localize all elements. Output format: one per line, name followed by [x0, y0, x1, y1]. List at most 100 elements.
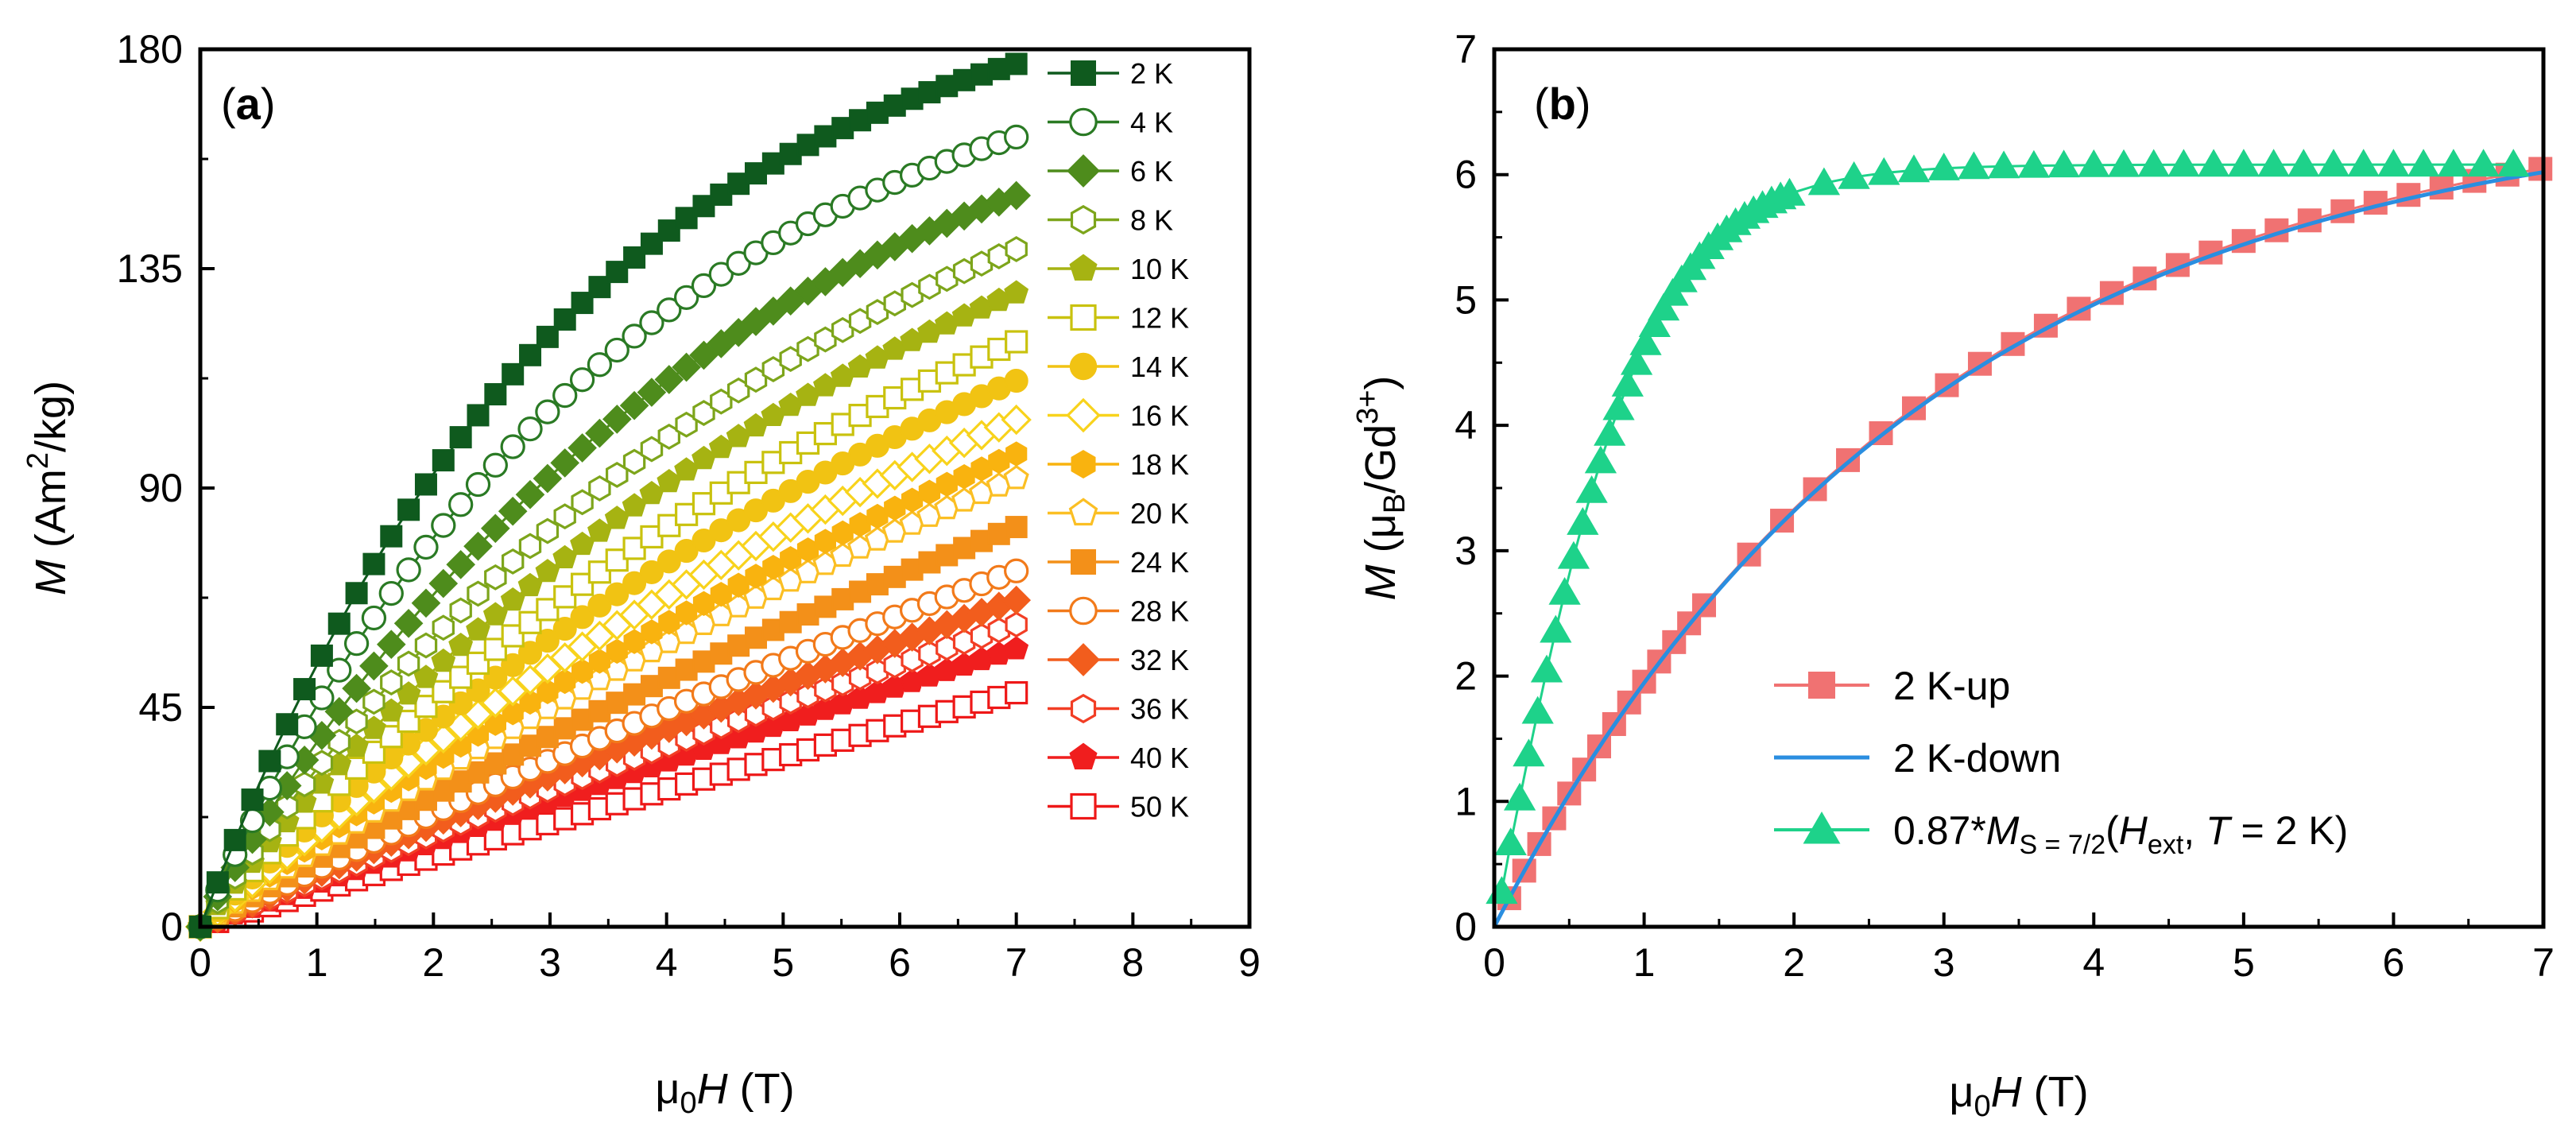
b-brillouin-point: [1868, 157, 1900, 185]
a-data-point: [449, 426, 472, 449]
a-data-point: [446, 549, 476, 579]
a-legend-marker: [1069, 107, 1098, 137]
b-brillouin-point: [1575, 475, 1608, 503]
a-data-point: [674, 539, 699, 564]
b-series-brillouin: [1486, 149, 2530, 905]
a-data-point: [605, 582, 629, 606]
a-data-point: [604, 337, 629, 363]
a-legend-marker: [1070, 304, 1097, 331]
b-brillouin-point: [1987, 150, 2020, 179]
a-data-point: [463, 531, 493, 561]
a-data-point: [498, 496, 528, 526]
a-legend-marker: [1070, 693, 1097, 724]
b-brillouin-point: [1594, 417, 1626, 446]
a-data-point: [327, 612, 351, 635]
b-brillouin-point: [2227, 149, 2260, 177]
a-data-point: [482, 452, 508, 478]
a-data-point: [1004, 558, 1029, 583]
a-data-point: [501, 548, 525, 575]
a-legend-label: 14 K: [1130, 351, 1189, 383]
a-series-4K: [188, 124, 1029, 939]
a-data-point: [639, 560, 664, 584]
a-data-point: [432, 614, 455, 641]
a-x-tick-label: 2: [422, 940, 444, 985]
a-data-point: [1001, 180, 1032, 211]
a-legend-marker: [1067, 643, 1100, 676]
a-legend-entry: 2 K: [1048, 57, 1173, 90]
a-data-point: [536, 598, 560, 622]
a-legend-label: 18 K: [1130, 448, 1189, 481]
b-up-line: [1501, 168, 2536, 913]
b-brillouin-point: [2497, 149, 2530, 177]
a-x-tick-label: 3: [539, 940, 561, 985]
a-data-point: [535, 559, 560, 583]
b-brillouin-point: [2167, 149, 2200, 177]
a-data-point: [484, 383, 507, 406]
b-brillouin-point: [2017, 149, 2051, 178]
a-legend-label: 28 K: [1130, 595, 1189, 628]
a-data-point: [428, 568, 459, 599]
b-x-tick-label: 4: [2082, 940, 2105, 985]
b-y-tick-label: 2: [1455, 654, 1477, 699]
a-data-point: [501, 653, 525, 677]
b-y-tick-label: 1: [1455, 779, 1477, 823]
b-panel-label: (b): [1534, 79, 1591, 129]
a-legend-label: 16 K: [1130, 400, 1189, 432]
a-data-point: [533, 463, 563, 494]
a-data-point: [654, 365, 684, 394]
b-legend-label: 2 K-down: [1893, 736, 2061, 781]
a-data-point: [587, 352, 613, 378]
a-data-point: [673, 285, 699, 310]
a-data-point: [535, 629, 560, 653]
a-legend-marker: [1070, 204, 1097, 235]
a-data-point: [324, 696, 354, 726]
b-x-tick-label: 5: [2233, 940, 2255, 985]
b-series-2K-up: [1497, 157, 2553, 913]
a-legend-label: 4 K: [1130, 107, 1173, 139]
a-data-point: [552, 617, 577, 641]
b-data-marks: [1486, 149, 2553, 928]
a-data-point: [361, 605, 387, 631]
a-data-point: [517, 572, 543, 597]
b-series-2K-down: [1492, 170, 2544, 928]
b-legend-entry-up: 2 K-up: [1774, 664, 2010, 708]
a-legend-marker: [1066, 397, 1101, 433]
a-data-point: [706, 329, 736, 358]
b-legend-label: 2 K-up: [1893, 664, 2010, 708]
b-brillouin-point: [1602, 392, 1635, 420]
b-brillouin-point: [1773, 177, 1806, 206]
b-brillouin-point: [1647, 292, 1680, 321]
b-x-tick-label: 6: [2383, 940, 2405, 985]
a-legend-label: 8 K: [1130, 204, 1173, 237]
a-data-point: [587, 593, 612, 618]
b-brillouin-point: [1521, 695, 1554, 724]
a-legend-entry: 12 K: [1048, 302, 1189, 335]
a-data-point: [502, 362, 525, 385]
a-legend-marker: [1068, 498, 1098, 526]
b-down-line: [1492, 170, 2544, 928]
a-data-point: [567, 433, 597, 463]
a-data-point: [449, 597, 472, 624]
a-data-point: [498, 676, 529, 707]
a-data-point: [657, 549, 681, 574]
a-data-point: [761, 152, 784, 175]
a-data-point: [432, 449, 455, 472]
b-y-tick-label: 0: [1455, 905, 1477, 949]
a-data-point: [515, 479, 545, 509]
b-legend-entry-down: 2 K-down: [1774, 736, 2061, 781]
b-brillouin-point: [1530, 654, 1563, 683]
b-y-tick-label: 3: [1455, 529, 1477, 573]
a-legend-entry: 50 K: [1048, 791, 1189, 823]
b-brillouin-point: [1927, 152, 1960, 180]
a-data-point: [380, 669, 403, 695]
a-series-8K: [188, 236, 1028, 940]
a-legend-label: 6 K: [1130, 155, 1173, 188]
a-data-point: [553, 585, 577, 609]
a-data-point: [414, 632, 438, 659]
a-legend-label: 40 K: [1130, 742, 1189, 774]
a-data-point: [552, 382, 578, 409]
b-brillouin-point: [1629, 327, 1662, 355]
b-brillouin-point: [2407, 149, 2440, 177]
b-y-tick-label: 5: [1455, 277, 1477, 322]
a-x-ticks: 0 1 2 3 4 5 6 7 8 9: [189, 912, 1261, 985]
